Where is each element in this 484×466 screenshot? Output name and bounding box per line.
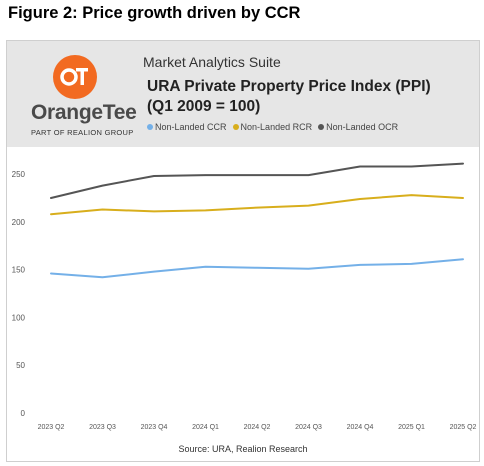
source-note: Source: URA, Realion Research [178,444,308,454]
legend-marker [232,124,239,130]
legend-marker [318,124,325,130]
brand-tagline: PART OF REALION GROUP [31,128,134,137]
y-tick-label: 0 [21,409,26,418]
brand-name: OrangeTee [31,101,137,124]
figure-title: Figure 2: Price growth driven by CCR [8,4,301,22]
chart-header: OrangeTee PART OF REALION GROUP Market A… [7,41,479,147]
chart-subtitle: (Q1 2009 = 100) [147,98,261,115]
y-tick-label: 200 [12,218,26,227]
x-tick-label: 2025 Q2 [450,424,477,431]
legend-marker [147,124,153,130]
y-tick-label: 250 [12,170,26,179]
x-tick-label: 2023 Q4 [141,424,168,431]
legend-item: Non-Landed RCR [232,122,313,132]
y-tick-label: 150 [12,266,26,275]
chart-title: URA Private Property Price Index (PPI) [147,78,431,95]
legend-label: Non-Landed OCR [326,122,399,132]
legend-item: Non-Landed CCR [147,122,227,132]
legend-item: Non-Landed OCR [318,122,398,132]
x-tick-label: 2023 Q2 [38,424,65,431]
y-tick-label: 100 [12,313,26,322]
x-tick-label: 2024 Q3 [295,424,322,431]
chart-card: OrangeTee PART OF REALION GROUP Market A… [6,40,480,462]
legend-label: Non-Landed CCR [155,122,227,132]
line-chart-plot: 0 50 100 150 200 250 2023 Q2 2023 Q3 2023 Q4 2024… [12,162,477,431]
x-tick-label: 2024 Q2 [244,424,271,431]
series-line-non-landed-ccr [50,258,464,279]
series-line-non-landed-rcr [50,194,464,216]
x-tick-label: 2025 Q1 [398,424,425,431]
chart-legend: Non-Landed CCR Non-Landed RCR Non-Landed O… [147,122,398,132]
chart-title-block: URA Private Property Price Index (PPI) (… [147,77,431,117]
suite-name: Market Analytics Suite [143,54,281,70]
x-tick-label: 2023 Q3 [89,424,116,431]
legend-label: Non-Landed RCR [240,122,313,132]
x-tick-label: 2024 Q4 [347,424,374,431]
y-tick-label: 50 [16,361,25,370]
series-line-non-landed-ocr [50,162,464,199]
x-tick-label: 2024 Q1 [192,424,219,431]
orangetee-logo-icon [53,55,97,99]
